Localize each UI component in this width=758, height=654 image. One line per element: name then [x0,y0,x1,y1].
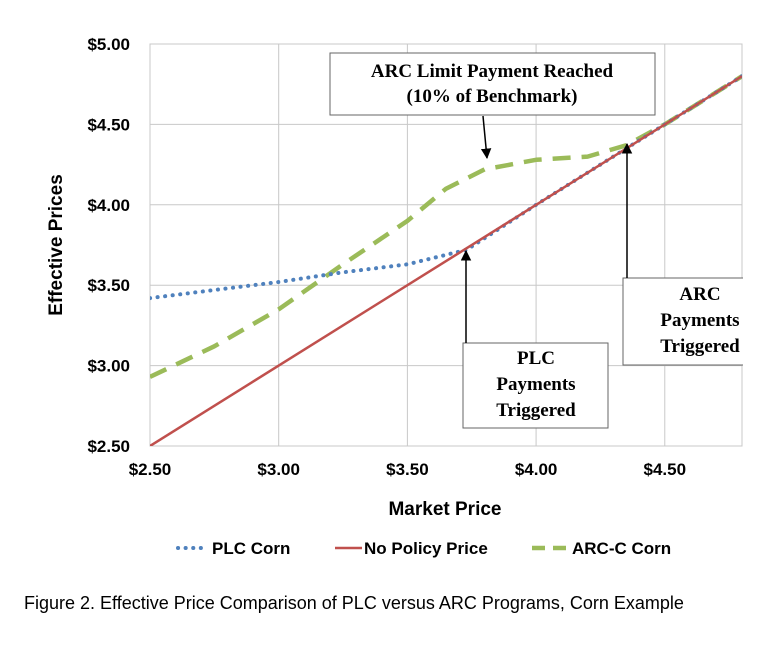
series-line-no-policy-price [150,75,742,446]
annotation-arc-triggered: ARC Payments Triggered [621,142,758,366]
figure-caption: Figure 2. Effective Price Comparison of … [24,593,684,613]
annotation-plc-line1: PLC [517,348,555,369]
legend-item-plc-corn: PLC Corn [176,539,290,558]
legend-label-plc-corn: PLC Corn [212,539,290,558]
x-tick-label: $2.50 [129,460,172,479]
x-tick-label: $3.00 [257,460,300,479]
annotation-arc-trig-line3: Triggered [660,336,740,357]
annotation-arc-trig-line2: Payments [660,310,739,331]
annotation-arc-limit-line1: ARC Limit Payment Reached [371,61,614,82]
legend: PLC Corn No Policy Price ARC-C Corn [176,539,671,558]
annotation-arc-limit: ARC Limit Payment Reached (10% of Benchm… [329,52,656,160]
y-tick-label: $4.50 [87,115,130,134]
annotation-plc-line2: Payments [496,374,575,395]
annotation-plc-line3: Triggered [496,400,576,421]
x-tick-labels: $2.50 $3.00 $3.50 $4.00 $4.50 [129,460,686,479]
y-tick-labels: $2.50 $3.00 $3.50 $4.00 $4.50 $5.00 [87,35,130,456]
series-lines [150,74,742,446]
y-tick-label: $3.00 [87,357,130,376]
y-tick-label: $3.50 [87,276,130,295]
y-tick-label: $5.00 [87,35,130,54]
x-tick-label: $3.50 [386,460,429,479]
legend-label-no-policy: No Policy Price [364,539,488,558]
legend-item-no-policy: No Policy Price [335,539,488,558]
right-edge-mask [743,270,758,370]
annotation-plc-triggered: PLC Payments Triggered [460,249,609,429]
legend-item-arc-c-corn: ARC-C Corn [532,539,671,558]
x-tick-label: $4.50 [644,460,687,479]
y-tick-label: $4.00 [87,196,130,215]
chart: $2.50 $3.00 $3.50 $4.00 $4.50 $5.00 $2.50 $3.0… [46,35,758,558]
series-line-arc-c-corn [150,74,742,379]
x-tick-label: $4.00 [515,460,558,479]
x-axis-title: Market Price [388,499,501,520]
annotation-arc-trig-line1: ARC [679,284,720,305]
annotation-arc-limit-line2: (10% of Benchmark) [407,86,578,107]
y-tick-label: $2.50 [87,437,130,456]
series-line-plc-corn [150,74,742,301]
legend-label-arc-c-corn: ARC-C Corn [572,539,671,558]
y-axis-title: Effective Prices [46,174,67,316]
annotation-arc-limit-arrow [480,115,492,160]
